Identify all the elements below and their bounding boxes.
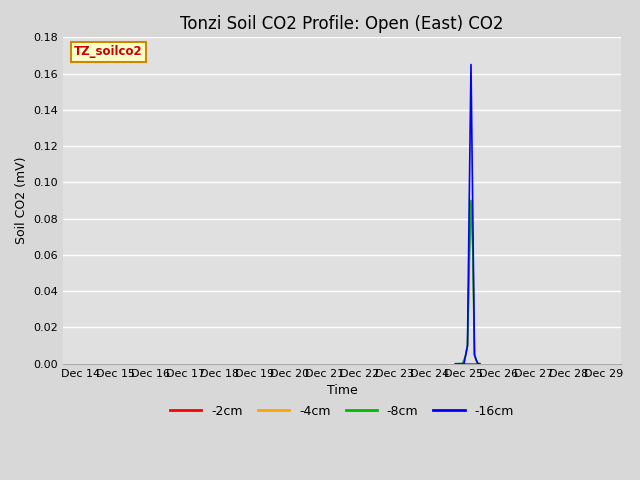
-2cm (458, 361, 466, 367)
-16cm (460, 361, 468, 367)
-2cm (476, 361, 484, 367)
-4cm (458, 361, 466, 367)
Y-axis label: Soil CO2 (mV): Soil CO2 (mV) (15, 157, 28, 244)
-16cm (451, 361, 459, 367)
-4cm (462, 352, 470, 358)
-4cm (460, 357, 468, 363)
-16cm (455, 361, 463, 367)
-16cm (470, 352, 478, 358)
-2cm (467, 361, 475, 367)
-2cm (465, 361, 473, 367)
-16cm (467, 61, 475, 67)
-2cm (469, 361, 477, 367)
-8cm (458, 361, 466, 367)
-8cm (470, 352, 478, 358)
-4cm (472, 357, 480, 363)
-16cm (472, 357, 480, 363)
-2cm (463, 361, 471, 367)
Legend: -2cm, -4cm, -8cm, -16cm: -2cm, -4cm, -8cm, -16cm (165, 400, 519, 423)
Title: Tonzi Soil CO2 Profile: Open (East) CO2: Tonzi Soil CO2 Profile: Open (East) CO2 (180, 15, 504, 33)
-2cm (457, 361, 465, 367)
-8cm (455, 361, 463, 367)
-8cm (476, 361, 484, 367)
-16cm (457, 361, 465, 367)
-16cm (474, 361, 482, 367)
-4cm (463, 343, 471, 348)
-16cm (465, 198, 473, 204)
-8cm (463, 343, 471, 348)
-16cm (469, 207, 477, 213)
-2cm (460, 361, 468, 367)
Line: -8cm: -8cm (459, 201, 480, 364)
-2cm (470, 361, 478, 367)
-8cm (469, 243, 477, 249)
-8cm (472, 357, 480, 363)
Line: -4cm: -4cm (459, 201, 480, 364)
Line: -16cm: -16cm (455, 64, 480, 364)
-4cm (467, 198, 475, 204)
-4cm (465, 261, 473, 267)
-16cm (463, 343, 471, 348)
-4cm (470, 352, 478, 358)
-8cm (465, 261, 473, 267)
-8cm (460, 357, 468, 363)
-16cm (458, 361, 466, 367)
-4cm (455, 361, 463, 367)
-2cm (455, 361, 463, 367)
-2cm (474, 361, 482, 367)
-16cm (453, 361, 461, 367)
-8cm (462, 352, 470, 358)
-16cm (476, 361, 484, 367)
-8cm (467, 198, 475, 204)
-16cm (462, 352, 470, 358)
-4cm (476, 361, 484, 367)
Text: TZ_soilco2: TZ_soilco2 (74, 46, 143, 59)
-8cm (457, 361, 465, 367)
-8cm (474, 361, 482, 367)
-4cm (469, 243, 477, 249)
-4cm (457, 361, 465, 367)
-2cm (462, 361, 470, 367)
-4cm (474, 361, 482, 367)
-2cm (472, 361, 480, 367)
X-axis label: Time: Time (326, 384, 357, 397)
